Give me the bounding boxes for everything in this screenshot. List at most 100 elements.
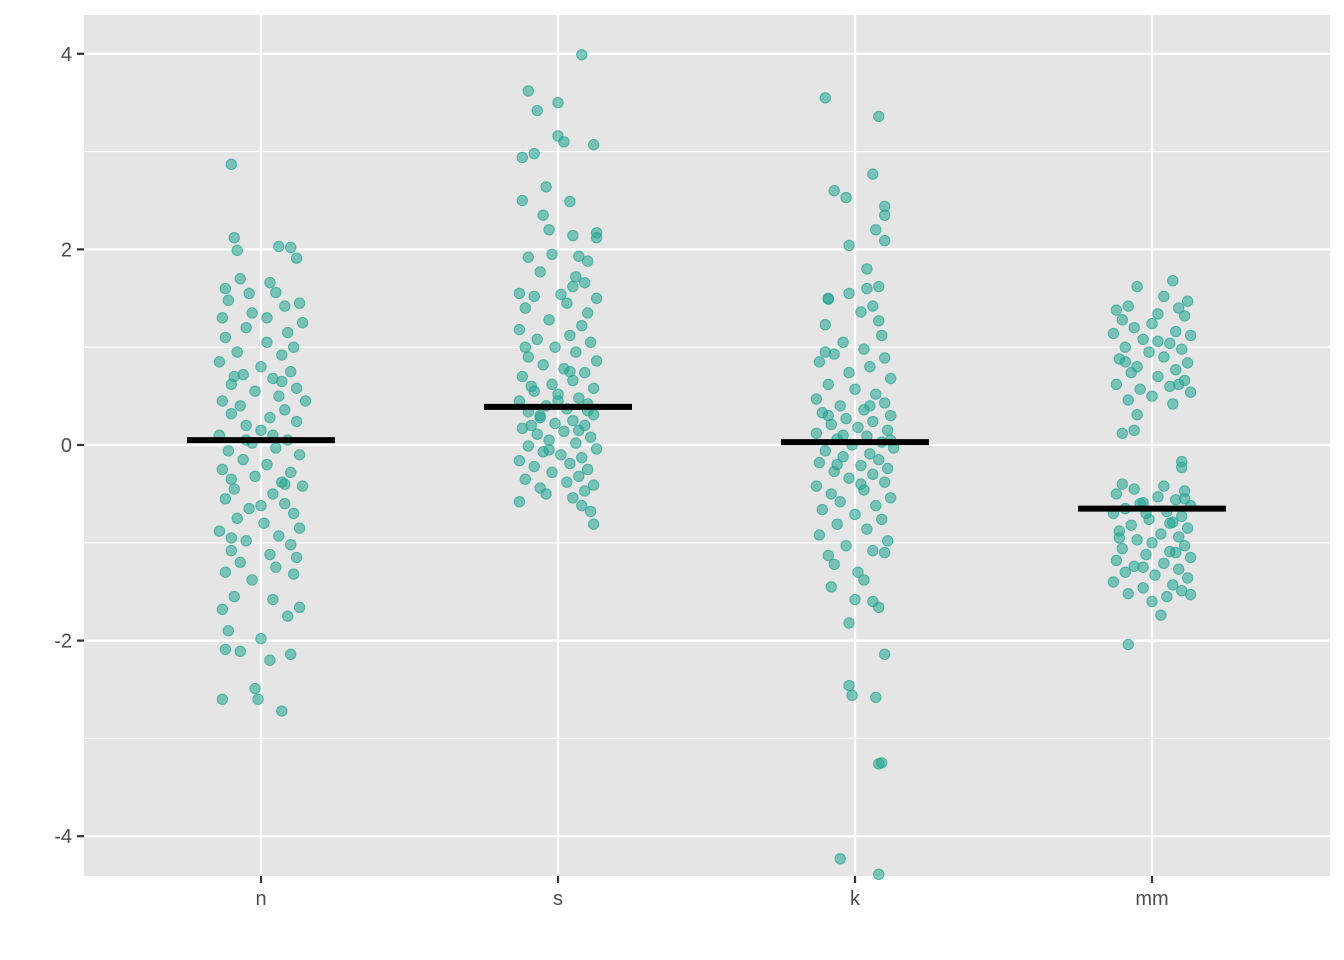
data-point <box>285 365 297 378</box>
data-point <box>810 427 823 439</box>
y-tick-label: 4 <box>61 44 72 66</box>
data-point <box>231 346 243 358</box>
data-point <box>522 440 534 452</box>
data-point <box>582 463 594 476</box>
data-point <box>299 395 312 407</box>
data-point <box>822 409 834 422</box>
data-point <box>537 359 549 371</box>
data-point <box>246 574 258 586</box>
data-point <box>870 691 882 704</box>
data-point <box>1158 290 1170 303</box>
data-point <box>1146 537 1158 549</box>
data-point <box>225 158 238 171</box>
data-point <box>546 248 558 260</box>
data-point <box>570 346 582 358</box>
data-point <box>555 449 567 461</box>
data-point <box>873 453 885 466</box>
data-point <box>1107 576 1120 588</box>
data-point <box>276 349 288 361</box>
data-point <box>861 282 873 295</box>
data-point <box>285 539 297 551</box>
data-point <box>1131 280 1143 293</box>
data-point <box>855 306 867 318</box>
data-point <box>843 239 855 252</box>
data-point <box>1158 557 1170 570</box>
data-point <box>1137 582 1149 594</box>
y-tick-label: -4 <box>54 826 72 848</box>
data-point <box>222 625 235 637</box>
data-point <box>876 513 888 526</box>
data-point <box>525 380 537 393</box>
x-tick-label: mm <box>1135 888 1168 910</box>
data-point <box>264 654 276 666</box>
data-point <box>270 442 282 454</box>
data-point <box>867 544 879 557</box>
data-point <box>219 566 232 578</box>
data-point <box>216 693 229 705</box>
data-point <box>1161 590 1173 603</box>
data-point <box>1167 398 1179 410</box>
data-point <box>828 558 840 571</box>
data-point <box>534 266 546 278</box>
data-point <box>219 493 232 505</box>
data-point <box>534 409 546 422</box>
data-point <box>267 593 279 606</box>
data-point <box>1110 378 1123 391</box>
data-point <box>582 255 594 267</box>
data-point <box>873 315 885 327</box>
data-point <box>816 503 829 516</box>
data-point <box>1155 528 1167 540</box>
data-point <box>584 336 597 349</box>
data-point <box>858 343 870 355</box>
data-point <box>540 181 552 193</box>
data-point <box>1152 335 1164 348</box>
data-point <box>213 525 226 537</box>
data-point <box>564 365 576 378</box>
data-point <box>1184 588 1197 601</box>
data-point <box>293 297 306 309</box>
data-point <box>231 244 243 257</box>
data-point <box>552 97 564 109</box>
data-point <box>290 415 303 428</box>
data-point <box>873 601 885 614</box>
data-point <box>870 388 882 400</box>
data-point <box>270 561 282 573</box>
data-point <box>240 419 252 432</box>
data-point <box>587 518 600 530</box>
data-point <box>813 456 826 469</box>
data-point <box>1128 483 1140 495</box>
data-point <box>579 276 591 289</box>
data-point <box>590 292 603 304</box>
data-point <box>810 480 823 492</box>
data-point <box>879 234 891 247</box>
data-point <box>1122 587 1134 600</box>
data-point <box>873 758 885 770</box>
data-point <box>273 390 285 402</box>
data-point <box>285 466 297 479</box>
data-point <box>810 393 823 405</box>
data-point <box>264 411 276 424</box>
y-axis: -4 -2 0 2 4 <box>54 44 84 848</box>
data-point <box>525 419 537 432</box>
data-point <box>276 375 288 388</box>
data-point <box>1176 510 1188 523</box>
data-point <box>546 466 558 479</box>
data-point <box>279 497 291 510</box>
data-point <box>519 473 532 485</box>
data-point <box>1128 424 1140 437</box>
data-point <box>590 355 603 367</box>
data-point <box>216 463 229 476</box>
data-point <box>561 297 573 309</box>
data-point <box>573 470 585 482</box>
data-point <box>519 341 532 353</box>
data-point <box>1155 609 1167 621</box>
data-point <box>1110 554 1123 567</box>
data-point <box>234 400 246 412</box>
data-point <box>290 551 303 564</box>
data-point <box>881 424 894 437</box>
data-point <box>243 502 255 515</box>
data-points <box>213 49 1197 881</box>
data-point <box>840 412 852 425</box>
data-point <box>558 425 570 438</box>
data-point <box>231 512 243 525</box>
